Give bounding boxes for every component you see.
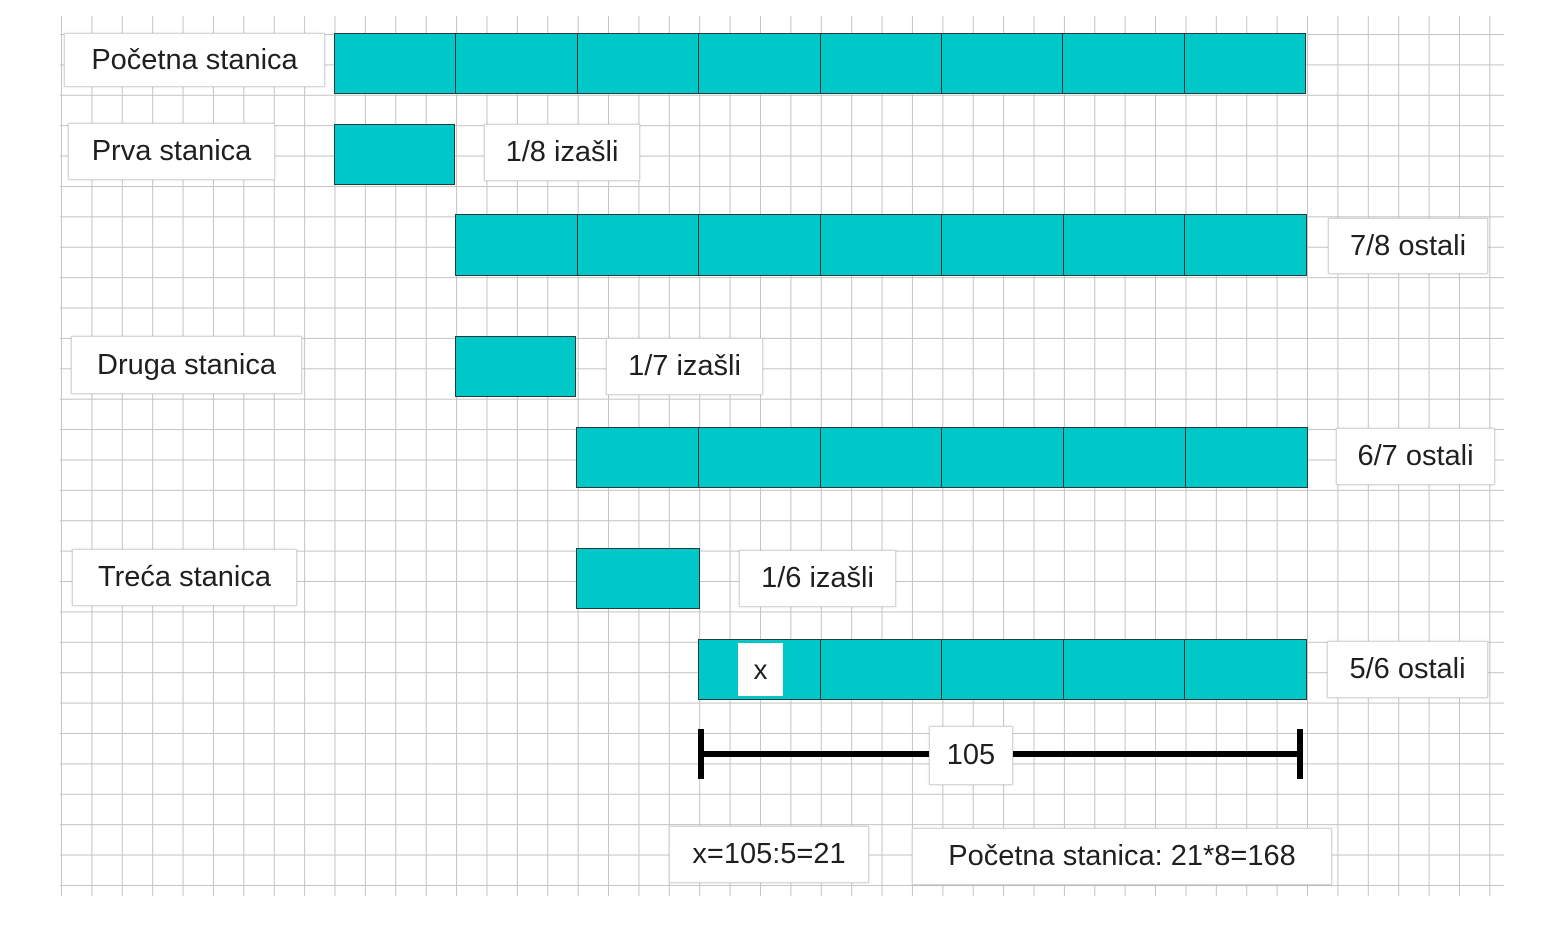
label-prva-stanica: Prva stanica <box>68 123 275 180</box>
bar-segment <box>577 215 700 275</box>
bar-segment <box>698 428 821 487</box>
bar-prva-ostali <box>455 214 1307 276</box>
bar-segment <box>1063 640 1186 699</box>
bar-segment <box>456 215 578 275</box>
bar-druga-izasli <box>455 336 576 397</box>
label-final-solution: Početna stanica: 21*8=168 <box>912 828 1332 885</box>
bar-segment <box>699 34 821 93</box>
bar-segment <box>699 215 821 275</box>
bar-segment <box>1184 34 1305 93</box>
bar-segment <box>456 337 575 396</box>
bar-segment <box>942 428 1065 487</box>
bar-segment <box>577 34 700 93</box>
label-druga-stanica: Druga stanica <box>71 336 302 394</box>
bar-segment <box>577 428 699 487</box>
bar-segment <box>1185 215 1307 275</box>
label-druga-ostali: 6/7 ostali <box>1336 428 1495 485</box>
bar-treca-izasli <box>576 548 700 609</box>
bar-segment <box>820 640 943 699</box>
bar-pocetna-stanica <box>334 33 1306 94</box>
label-prva-ostali: 7/8 ostali <box>1328 218 1488 274</box>
bar-segment <box>1063 215 1186 275</box>
bar-prva-izasli <box>334 124 455 185</box>
bar-segment <box>942 640 1064 699</box>
bar-segment <box>1185 640 1306 699</box>
bar-segment <box>1186 428 1307 487</box>
bar-segment <box>820 215 943 275</box>
label-druga-izasli: 1/7 izašli <box>606 338 763 395</box>
bar-druga-ostali <box>576 427 1308 488</box>
bar-segment <box>820 428 943 487</box>
label-treca-stanica: Treća stanica <box>72 549 297 606</box>
label-x-solution: x=105:5=21 <box>669 826 869 883</box>
label-treca-ostali: 5/6 ostali <box>1327 641 1488 698</box>
label-prva-izasli: 1/8 izašli <box>484 124 640 181</box>
bracket-right-cap <box>1297 729 1303 779</box>
label-total-105: 105 <box>929 726 1013 785</box>
bar-segment <box>1063 34 1185 93</box>
label-treca-izasli: 1/6 izašli <box>739 550 896 607</box>
bar-segment <box>577 549 699 608</box>
bar-treca-ostali <box>698 639 1307 700</box>
bar-segment <box>941 34 1064 93</box>
bar-segment <box>335 34 457 93</box>
label-pocetna-stanica: Početna stanica <box>64 33 325 87</box>
label-x: x <box>738 643 783 696</box>
bar-segment <box>942 215 1064 275</box>
bar-segment <box>1064 428 1187 487</box>
bar-segment <box>456 34 578 93</box>
bar-segment <box>335 125 454 184</box>
bar-segment <box>820 34 942 93</box>
